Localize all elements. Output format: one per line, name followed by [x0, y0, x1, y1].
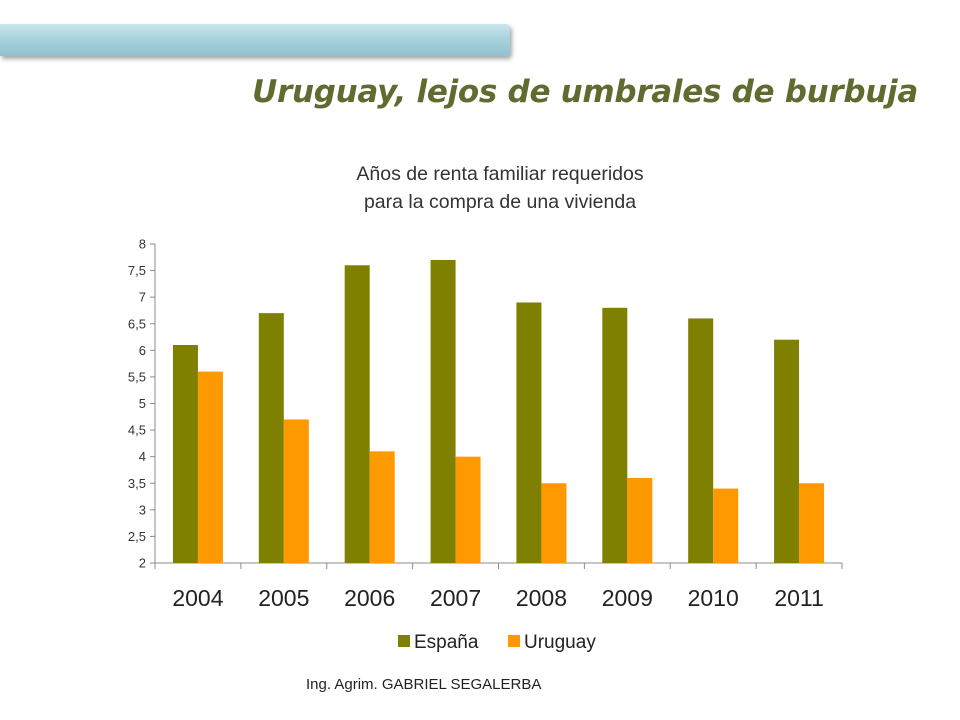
bar-uruguay-2004 [197, 371, 223, 563]
bar-espana-2005 [258, 313, 284, 563]
bar-uruguay-2009 [627, 477, 653, 563]
y-tick-label: 4,5 [128, 423, 146, 438]
x-tick-label: 2009 [602, 585, 653, 611]
legend-swatch-uruguay [508, 635, 520, 647]
bar-espana-2004 [172, 345, 198, 563]
chart-title-line-2: para la compra de una vivienda [363, 191, 637, 213]
bar-espana-2006 [344, 265, 370, 563]
bar-espana-2010 [688, 318, 714, 563]
y-tick-label: 6 [139, 343, 146, 358]
y-tick-label: 8 [139, 237, 146, 252]
footer-author: Ing. Agrim. GABRIEL SEGALERBA [306, 676, 542, 693]
legend-swatch-espana [398, 635, 410, 647]
x-tick-label: 2007 [430, 585, 481, 611]
y-tick-label: 3 [139, 502, 146, 517]
y-tick-label: 4 [139, 449, 146, 464]
bar-uruguay-2008 [541, 483, 567, 563]
x-tick-label: 2005 [258, 585, 309, 611]
bar-uruguay-2005 [283, 419, 309, 563]
slide-title: Uruguay, lejos de umbrales de burbuja [252, 74, 918, 110]
y-tick-label: 3,5 [128, 476, 146, 491]
bar-uruguay-2007 [455, 456, 481, 563]
bar-espana-2011 [774, 339, 800, 563]
chart-title-line-1: Años de renta familiar requeridos [356, 163, 644, 185]
bar-espana-2008 [516, 302, 542, 563]
chart-title: Años de renta familiar requeridos para l… [190, 160, 810, 216]
x-tick-label: 2004 [172, 585, 223, 611]
bar-uruguay-2010 [713, 488, 739, 563]
legend-label-espana: España [414, 632, 479, 653]
legend-label-uruguay: Uruguay [524, 632, 596, 653]
bar-uruguay-2011 [799, 483, 825, 563]
bar-uruguay-2006 [369, 451, 395, 563]
x-tick-label: 2008 [516, 585, 567, 611]
y-tick-label: 7 [139, 290, 146, 305]
y-tick-label: 5,5 [128, 369, 146, 384]
y-tick-label: 7,5 [128, 263, 146, 278]
header-accent-bar [0, 24, 510, 56]
y-tick-label: 2,5 [128, 529, 146, 544]
y-tick-label: 5 [139, 396, 146, 411]
x-tick-label: 2006 [344, 585, 395, 611]
y-tick-label: 6,5 [128, 316, 146, 331]
bar-espana-2007 [430, 259, 456, 563]
bar-espana-2009 [602, 307, 628, 563]
x-tick-label: 2010 [688, 585, 739, 611]
y-tick-label: 2 [139, 556, 146, 571]
x-tick-label: 2011 [774, 585, 823, 611]
